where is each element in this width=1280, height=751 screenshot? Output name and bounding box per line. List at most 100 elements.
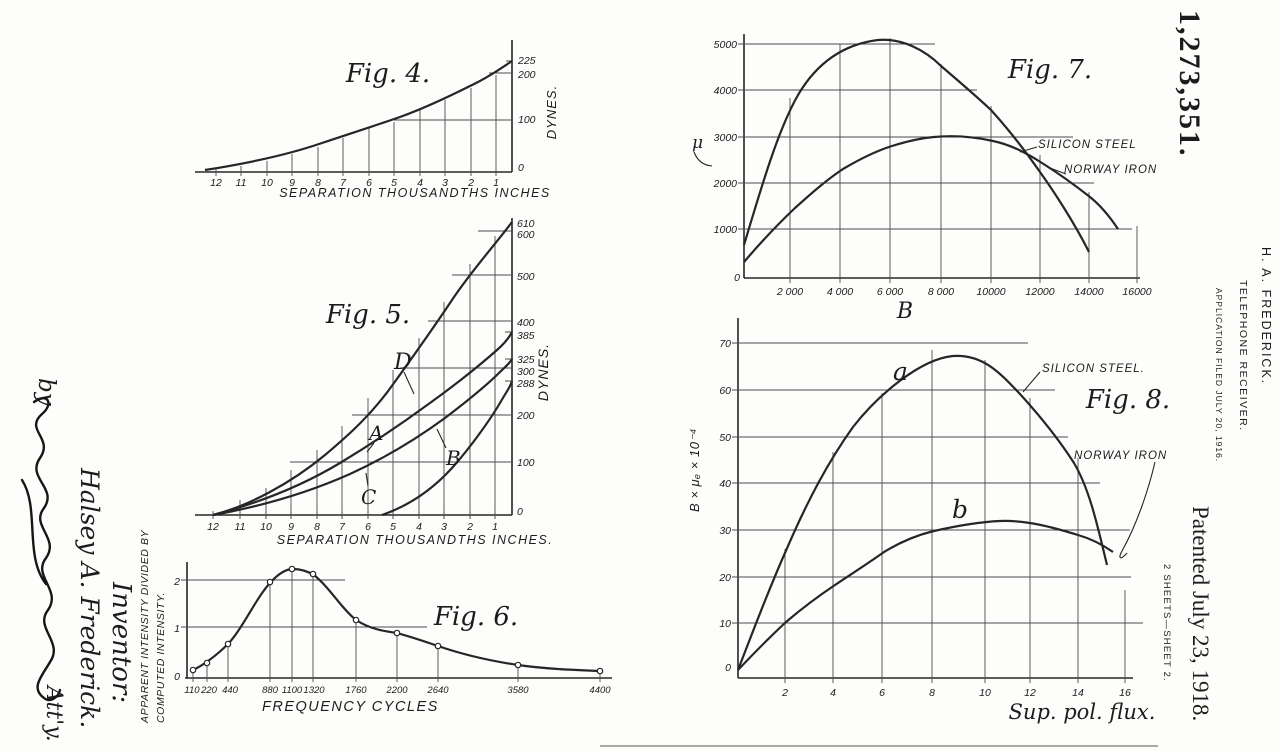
fig8-label-norway-iron: NORWAY IRON [1074,450,1167,462]
fig5-xtick: 1 [492,521,498,533]
fig5-ytick: 0 [517,506,523,518]
fig6-data-points [189,565,604,675]
inventor-name: Halsey A. Frederick. [75,467,104,728]
fig7-xtick: 10000 [976,286,1005,298]
fig4-xtick: 9 [289,177,295,189]
fig7-xtick: 14000 [1074,286,1103,298]
fig6-xlabel: FREQUENCY CYCLES [262,699,439,715]
fig5-ytick: 385 [517,330,535,342]
fig7-xtick: 6 000 [877,286,903,298]
fig7-label-silicon-steel: SILICON STEEL [1038,139,1137,151]
inventor-label: Inventor: [106,581,136,703]
fig7-ytick: 4000 [714,85,738,97]
fig5-ytick: 288 [516,378,535,390]
fig7-ylabel: μ [692,133,703,153]
fig7-xtick: 4 000 [827,286,853,298]
fig8-xtick: 16 [1119,687,1131,699]
fig5-linework [195,218,514,519]
fig5-ytick: 100 [517,457,535,469]
fig6-xtick: 440 [222,685,239,696]
fig8-ytick: 70 [719,338,731,350]
fig8-ytick: 10 [719,618,731,630]
fig5-xtick: 12 [207,521,219,533]
fig7-ytick: 0 [734,272,740,284]
fig5-ytick: 200 [516,410,535,422]
fig8-ytick: 30 [719,525,731,537]
fig7-title: Fig. 7. [1007,55,1092,85]
fig5-xtick: 10 [260,521,272,533]
fig8-curve-label-a: a [893,357,908,386]
fig7-text: Fig. 7. 5000 4000 3000 2000 1000 0 2 000… [692,39,1156,324]
fig5-curve-D [212,221,513,517]
signature-atty: Att'y. [41,684,66,742]
fig8-xtick: 8 [929,687,935,699]
fig8-text: Fig. 8. a b 70 60 50 40 30 20 10 0 2 4 6… [687,338,1170,724]
fig4-xtick: 8 [315,177,321,189]
fig7-curve-norway-iron [743,135,1119,263]
fig5-xtick: 9 [288,521,294,533]
fig4-title: Fig. 4. [345,59,430,89]
fig4-text: Fig. 4. 12 11 10 9 8 7 6 5 4 3 2 1 225 2… [210,55,559,200]
fig8-xtick: 14 [1072,687,1084,699]
fig5-xlabel: SEPARATION THOUSANDTHS INCHES. [277,533,554,547]
fig8-xtick: 2 [781,687,788,699]
fig5-ytick: 400 [517,317,535,329]
fig4-xtick: 4 [417,177,423,189]
fig7-xtick: 12000 [1025,286,1054,298]
signature-by: by [33,378,59,407]
fig4-xtick: 10 [261,177,273,189]
fig4-xtick: 11 [236,177,247,189]
fig5-xtick: 5 [390,521,396,533]
fig4-linework [195,40,513,176]
fig5-ytick: 610 [517,218,535,230]
fig6-curve [192,567,601,673]
fig7-xtick: 8 000 [928,286,954,298]
sheets-label: 2 SHEETS—SHEET 2. [1161,564,1172,682]
fig4-curve [204,60,513,172]
fig4-ytick: 225 [517,55,536,67]
fig4-ytick: 100 [518,114,536,126]
fig6-ylabel-line2: COMPUTED INTENSITY. [155,592,167,723]
fig5-xtick: 7 [339,521,346,533]
fig4-xtick: 3 [442,177,448,189]
fig4-xlabel: SEPARATION THOUSANDTHS INCHES [279,186,551,200]
fig5-curve-A [212,331,513,517]
fig5-curve-label-C: C [361,485,376,509]
patent-number: 1,273,351. [1173,10,1206,158]
fig8-xtick: 10 [979,687,991,699]
fig8-curve-a-silicon-steel [736,354,1109,671]
fig6-ylabel-line1: APPARENT INTENSITY DIVIDED BY [139,529,151,724]
fig6-ytick: 2 [173,576,180,588]
fig5-curve-C [212,358,513,517]
fig6-text: Fig. 6. 2 1 0 110 220 440 880 1100 1320 … [139,529,611,724]
fig7-xlabel: B [896,299,913,324]
fig8-xlabel: Sup. pol. flux. [1009,700,1156,724]
attorney-signature-flourish [20,397,62,702]
fig7-xtick: 16000 [1122,286,1151,298]
fig8-xtick: 12 [1024,687,1036,699]
fig5-curve-B [381,380,514,517]
fig5-ytick: 325 [517,354,535,366]
fig8-curve-b-norway-iron [737,519,1114,671]
fig8-label-silicon-steel: SILICON STEEL. [1042,363,1145,375]
fig8-curve-label-b: b [952,495,968,524]
fig7-ytick: 2000 [713,178,738,190]
fig6-xtick: 1100 [282,685,303,696]
patented-date: Patented July 23, 1918. [1188,506,1213,721]
fig5-curve-label-A: A [367,421,383,445]
fig5-curve-label-D: D [393,350,412,375]
fig7-ytick: 5000 [714,39,738,51]
fig5-ylabel: DYNES. [535,343,551,401]
fig8-ytick: 50 [719,432,731,444]
fig6-ytick: 1 [174,623,180,635]
fig8-ytick: 40 [719,478,731,490]
fig7-linework [693,34,1140,283]
fig8-xtick: 4 [830,687,836,699]
fig6-xtick: 1760 [345,685,367,696]
fig8-ytick: 20 [718,572,731,584]
fig6-xtick: 4400 [589,685,611,696]
fig5-title: Fig. 5. [325,300,410,330]
fig6-xtick: 2640 [426,685,449,696]
